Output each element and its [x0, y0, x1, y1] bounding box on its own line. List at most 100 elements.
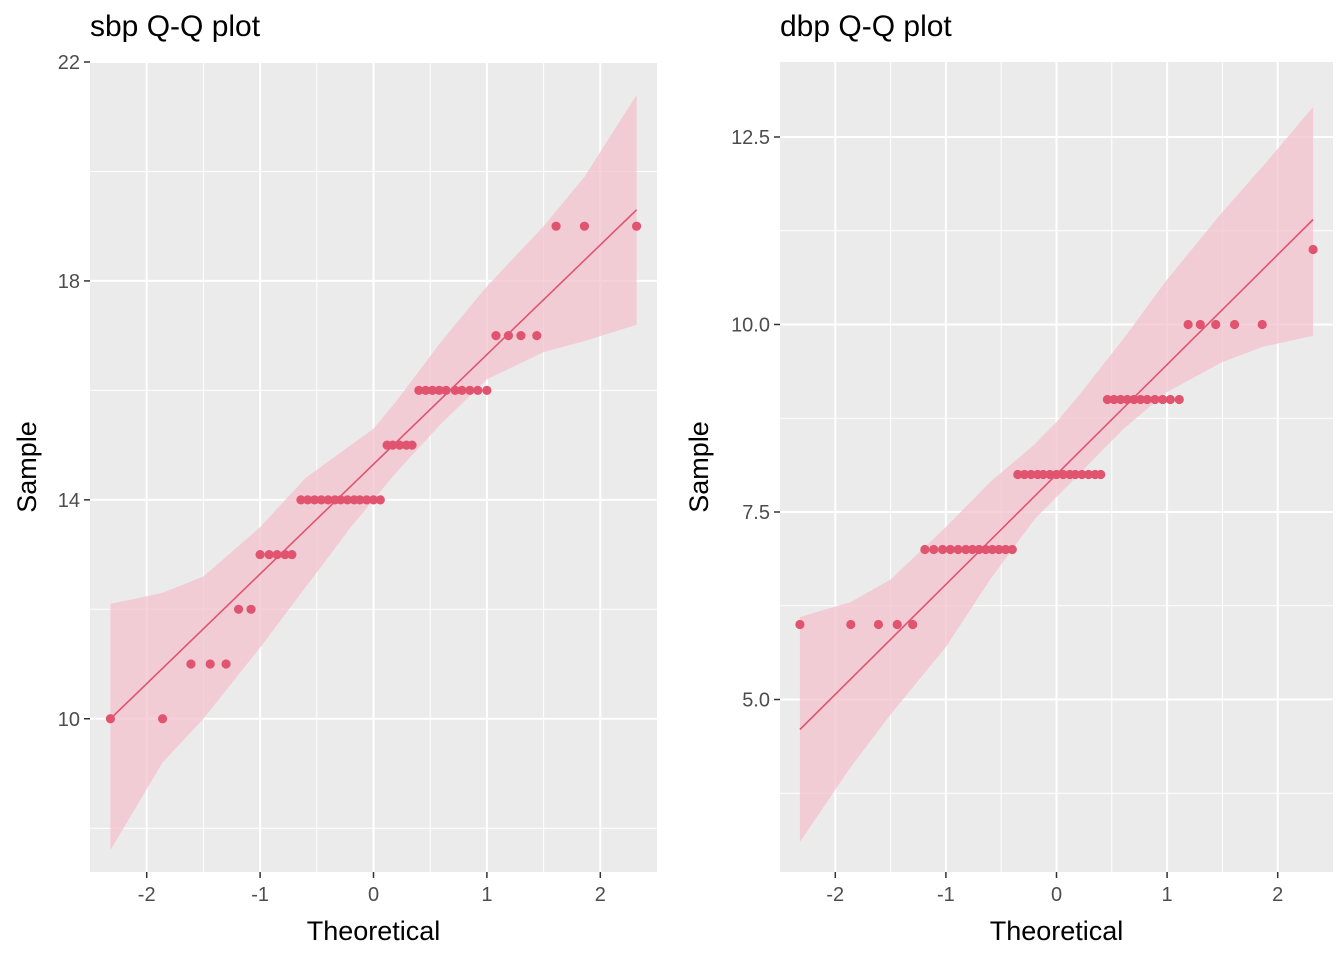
data-point — [1007, 544, 1017, 555]
data-point — [516, 331, 526, 341]
data-point — [967, 544, 978, 555]
data-point — [1102, 394, 1112, 405]
data-point — [427, 385, 438, 395]
y-tick-label: 10.0 — [731, 315, 770, 337]
x-tick-label: -1 — [251, 884, 269, 906]
data-point — [414, 385, 424, 395]
data-point — [457, 385, 467, 395]
x-tick-label: 0 — [1051, 884, 1062, 906]
x-tick-label: -2 — [138, 884, 156, 906]
data-point — [205, 659, 215, 669]
x-axis-title: Theoretical — [307, 916, 441, 946]
data-point — [945, 544, 955, 555]
data-point — [1026, 469, 1036, 480]
data-point — [1109, 394, 1119, 405]
data-point — [1001, 544, 1011, 555]
data-point — [255, 549, 265, 560]
data-point — [246, 604, 256, 614]
y-tick-label: 10 — [58, 709, 80, 731]
data-point — [1174, 394, 1184, 405]
x-tick-label: 1 — [481, 884, 492, 906]
data-point — [272, 549, 282, 560]
y-axis-title: Sample — [684, 421, 714, 513]
data-point — [1142, 394, 1152, 405]
data-point — [1150, 394, 1160, 405]
x-tick-label: 2 — [595, 884, 606, 906]
data-point — [929, 544, 939, 555]
data-point — [296, 495, 306, 505]
data-point — [342, 495, 353, 505]
data-point — [316, 495, 326, 505]
data-point — [1038, 469, 1048, 480]
data-point — [987, 544, 997, 555]
data-point — [450, 385, 460, 395]
data-point — [375, 495, 385, 505]
y-tick-label: 7.5 — [742, 502, 770, 524]
data-point — [1096, 469, 1106, 480]
data-point — [1129, 394, 1139, 405]
data-point — [482, 385, 492, 395]
x-tick-label: 2 — [1272, 884, 1283, 906]
data-point — [631, 221, 642, 231]
data-point — [1058, 469, 1068, 480]
data-point — [355, 495, 365, 505]
y-tick-label: 14 — [58, 490, 80, 512]
data-point — [421, 385, 431, 395]
data-point — [961, 544, 971, 555]
data-point — [233, 604, 244, 614]
data-point — [221, 659, 231, 669]
data-point — [336, 495, 346, 505]
data-point — [981, 544, 991, 555]
chart-title-sbp: sbp Q-Q plot — [90, 10, 261, 43]
data-point — [1165, 394, 1176, 405]
data-point — [1158, 394, 1168, 405]
confidence-band — [110, 94, 637, 851]
data-point — [1019, 469, 1030, 480]
data-point — [157, 714, 168, 724]
sbp-qq-panel: -2 -1 0 1 2 10 14 18 22 Theoretical Sample — [12, 52, 657, 946]
x-tick-label: -2 — [826, 884, 844, 906]
data-point — [280, 549, 290, 560]
data-point — [186, 659, 196, 669]
data-point — [1195, 319, 1205, 330]
data-point — [920, 544, 930, 555]
y-tick-label: 12.5 — [731, 127, 770, 149]
data-point — [579, 221, 590, 231]
data-point — [465, 385, 475, 395]
data-point — [1045, 469, 1055, 480]
data-point — [1116, 394, 1126, 405]
data-point — [937, 544, 948, 555]
data-point — [873, 619, 884, 630]
data-point — [264, 549, 274, 560]
x-tick-label: 1 — [1162, 884, 1173, 906]
data-point — [368, 495, 379, 505]
data-point — [1257, 319, 1267, 330]
data-point — [407, 440, 417, 450]
y-axis-title: Sample — [12, 421, 42, 513]
data-point — [388, 440, 398, 450]
y-tick-label: 22 — [58, 52, 80, 74]
data-point — [1077, 469, 1087, 480]
y-tick-label: 18 — [58, 271, 80, 293]
data-point — [532, 331, 542, 341]
x-axis-title: Theoretical — [990, 916, 1124, 946]
data-point — [1122, 394, 1132, 405]
data-point — [309, 495, 320, 505]
data-point — [908, 619, 918, 630]
data-point — [303, 495, 313, 505]
x-tick-label: -1 — [937, 884, 955, 906]
data-point — [1083, 469, 1094, 480]
data-point — [1135, 394, 1146, 405]
data-point — [953, 544, 963, 555]
data-point — [491, 331, 501, 341]
data-point — [362, 495, 372, 505]
y-tick-label: 5.0 — [742, 690, 770, 712]
data-point — [287, 549, 297, 560]
dbp-qq-panel: -2 -1 0 1 2 5.0 7.5 10.0 12.5 Theoretical Sample — [684, 62, 1333, 946]
data-point — [974, 544, 984, 555]
data-point — [1013, 469, 1023, 480]
data-point — [1211, 319, 1221, 330]
data-point — [503, 331, 514, 341]
data-point — [441, 385, 451, 395]
